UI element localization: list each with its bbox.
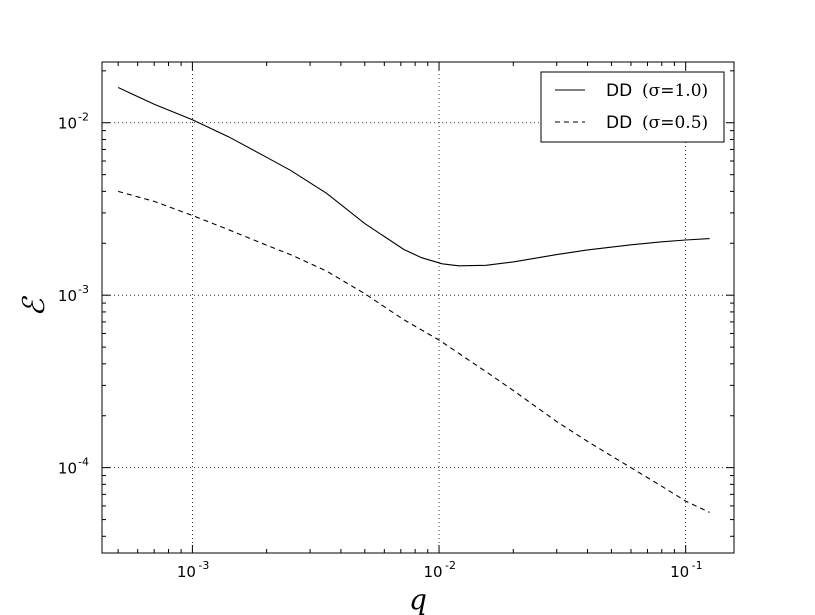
x-tick-label: 10 -3 xyxy=(177,559,210,581)
y-tick-base: 10 xyxy=(58,115,77,133)
y-tick-label: 10 -2 xyxy=(58,111,89,133)
y-tick-exp: -2 xyxy=(78,111,89,124)
legend-label-0: DD xyxy=(606,81,632,101)
y-tick-exp: -3 xyxy=(78,283,89,296)
x-tick-exp: -1 xyxy=(692,559,703,572)
y-tick-label: 10 -4 xyxy=(58,456,89,478)
y-tick-exp: -4 xyxy=(78,456,89,469)
x-axis-label: q xyxy=(409,583,427,615)
ticks: 10 -3 10 -2 10 -110 -410 -310 -2 xyxy=(58,62,734,581)
grid xyxy=(102,62,734,553)
legend: DD (σ=1.0) DD (σ=0.5) xyxy=(540,71,725,143)
x-tick-base: 10 xyxy=(177,563,196,581)
x-tick-exp: -2 xyxy=(445,559,456,572)
y-tick-base: 10 xyxy=(58,460,77,478)
series-layer xyxy=(117,87,710,513)
axis-labels: q ℰ xyxy=(17,296,427,615)
legend-math-0: (σ=1.0) xyxy=(642,81,708,101)
legend-label-1: DD xyxy=(606,113,632,133)
x-tick-label: 10 -1 xyxy=(670,559,703,581)
series-line-0 xyxy=(117,87,710,267)
y-tick-label: 10 -3 xyxy=(58,283,89,305)
plot-frame xyxy=(101,61,735,554)
x-tick-base: 10 xyxy=(670,563,689,581)
x-tick-label: 10 -2 xyxy=(423,559,456,581)
legend-math-1: (σ=0.5) xyxy=(642,113,708,133)
x-tick-base: 10 xyxy=(423,563,442,581)
y-tick-base: 10 xyxy=(58,287,77,305)
x-tick-exp: -3 xyxy=(198,559,209,572)
legend-box xyxy=(540,71,725,143)
series-line-1 xyxy=(118,190,710,513)
y-axis-label: ℰ xyxy=(17,296,52,317)
